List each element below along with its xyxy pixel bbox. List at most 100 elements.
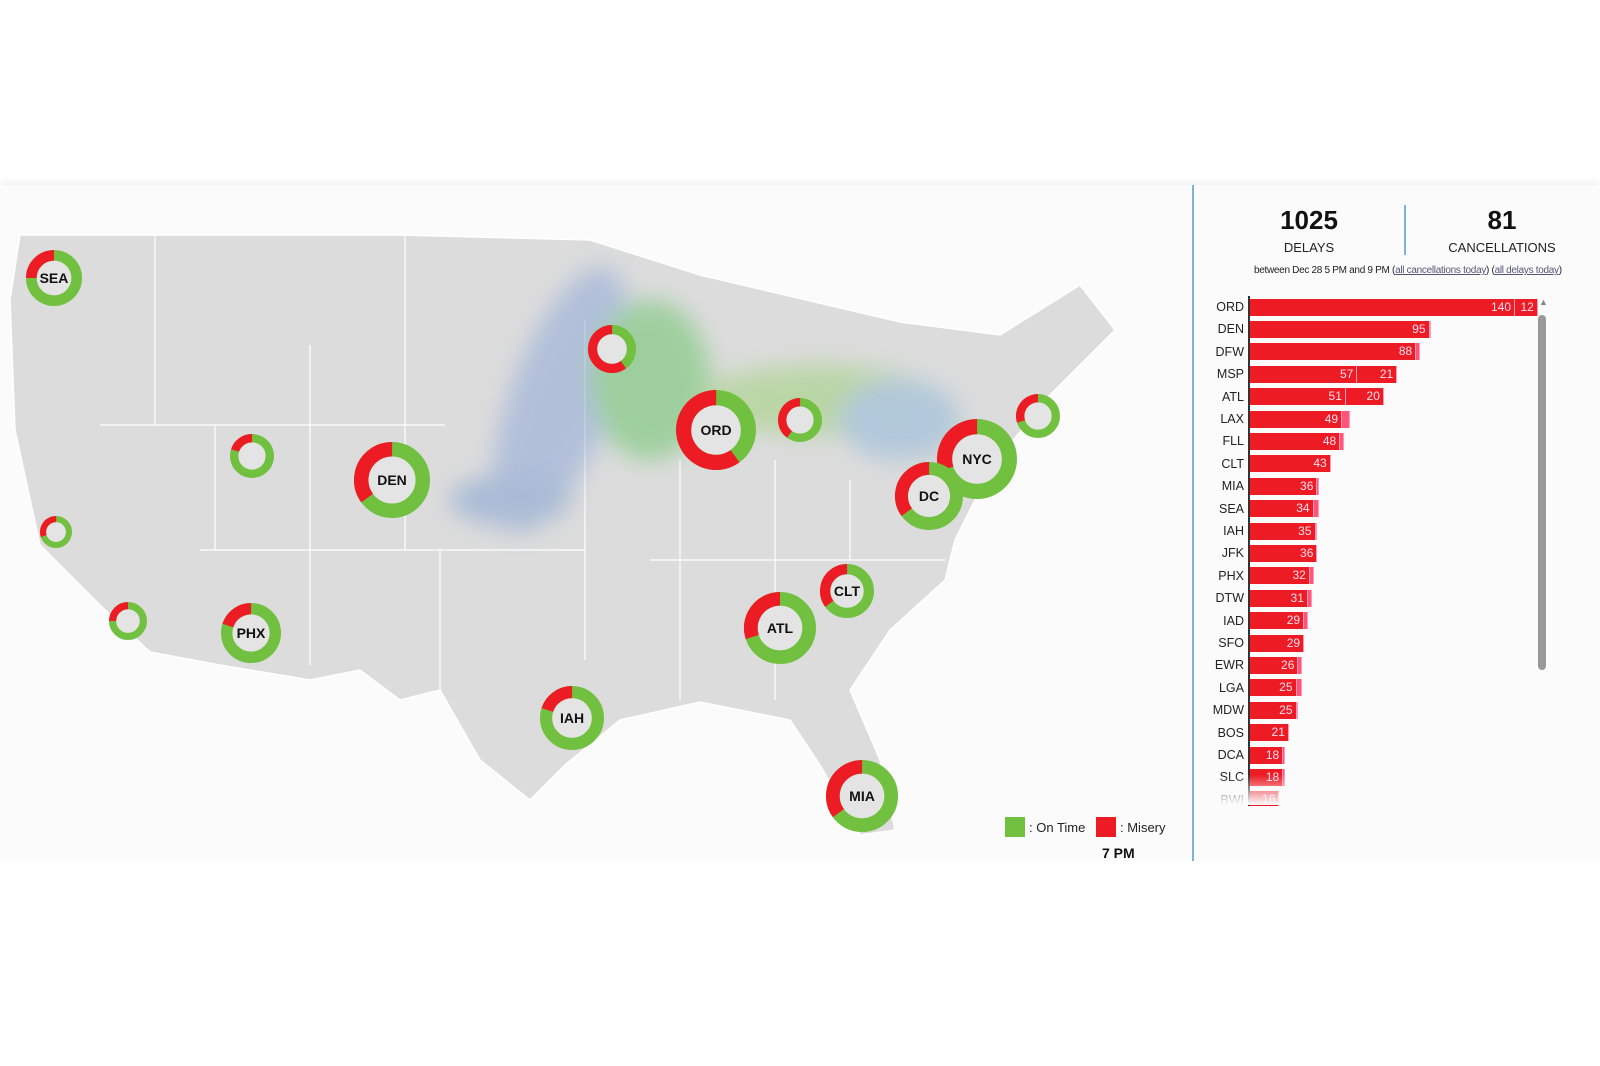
- all-cancellations-link[interactable]: all cancellations today: [1395, 265, 1487, 276]
- bar-row-iad[interactable]: IAD 29: [1194, 610, 1308, 632]
- fade: [1194, 775, 1554, 805]
- range-text: between Dec 28 5 PM and 9 PM (all cancel…: [1254, 265, 1562, 276]
- bar-row-dfw[interactable]: DFW 88: [1194, 341, 1420, 363]
- donut-center: [368, 456, 416, 504]
- airport-code: MSP: [1216, 367, 1244, 382]
- airport-label: DEN: [377, 472, 407, 488]
- airport-code: DCA: [1217, 748, 1244, 762]
- airport-code: DEN: [1217, 322, 1244, 337]
- donut-center: [786, 406, 814, 434]
- airport-donut[interactable]: [108, 601, 148, 641]
- bar-row-mia[interactable]: MIA 36: [1194, 475, 1320, 497]
- cancellations-bar: [1307, 589, 1312, 607]
- delays-bar: 31: [1249, 589, 1308, 607]
- airport-donut-sea[interactable]: SEA: [25, 249, 83, 307]
- airport-label: SEA: [40, 270, 69, 286]
- all-delays-link[interactable]: all delays today: [1494, 265, 1559, 276]
- bar-row-ord[interactable]: ORD 140 12: [1194, 296, 1538, 318]
- airport-donut-atl[interactable]: ATL: [743, 591, 817, 665]
- airport-donut-clt[interactable]: CLT: [816, 560, 877, 621]
- bar-row-mdw[interactable]: MDW 25: [1194, 699, 1299, 721]
- delays-bar: 95: [1249, 320, 1430, 338]
- bar-row-phx[interactable]: PHX 32: [1194, 565, 1314, 587]
- delays-bar: 35: [1249, 522, 1316, 540]
- cancellations-bar: [1429, 320, 1432, 338]
- delays-bar: 29: [1249, 634, 1305, 652]
- bar-row-clt[interactable]: CLT 43: [1194, 453, 1331, 475]
- airport-label: MIA: [849, 788, 875, 804]
- legend-misery: : Misery: [1096, 817, 1166, 837]
- bar-row-iah[interactable]: IAH 35: [1194, 520, 1318, 542]
- airport-label: NYC: [962, 451, 992, 467]
- donut-center: [952, 434, 1002, 484]
- misery-arc: [539, 685, 604, 750]
- airport-code: ORD: [1216, 300, 1244, 314]
- scroll-up-arrow[interactable]: ▲: [1539, 297, 1548, 307]
- delays-bar: 43: [1249, 455, 1331, 473]
- delays-bar: 36: [1249, 544, 1318, 562]
- divider: [1404, 205, 1406, 255]
- bar-row-ewr[interactable]: EWR 26: [1194, 654, 1303, 676]
- airport-donut-dc[interactable]: DC: [891, 458, 968, 535]
- airport-donut-ord[interactable]: ORD: [671, 385, 762, 476]
- airport-donut[interactable]: [775, 395, 825, 445]
- cancellations-bar: [1296, 679, 1303, 697]
- delays-bar: 18: [1249, 746, 1284, 764]
- airport-donut[interactable]: [585, 322, 639, 376]
- bar-row-atl[interactable]: ATL 51 20: [1194, 386, 1384, 408]
- delays-stat: 1025 DELAYS: [1209, 205, 1409, 255]
- bar-row-lga[interactable]: LGA 25: [1194, 677, 1303, 699]
- delays-bar: 29: [1249, 612, 1305, 630]
- airport-code: LAX: [1220, 412, 1244, 426]
- misery-arc: [230, 434, 275, 479]
- delays-bar: 51: [1249, 388, 1346, 406]
- airport-donut[interactable]: [229, 433, 275, 479]
- airport-code: DTW: [1215, 591, 1244, 606]
- bar-row-den[interactable]: DEN 95: [1194, 318, 1432, 340]
- bar-row-sfo[interactable]: SFO 29: [1194, 632, 1305, 654]
- airport-donut-iah[interactable]: IAH: [539, 685, 605, 751]
- airport-bar-chart[interactable]: ORD 140 12 DEN 95 DFW 88 MSP 57 21 ATL 51 20 LAX 49 FLL…: [1194, 296, 1544, 806]
- bar-row-dca[interactable]: DCA 18: [1194, 744, 1286, 766]
- bar-row-bos[interactable]: BOS 21: [1194, 722, 1289, 744]
- airport-code: MDW: [1212, 703, 1244, 718]
- cancellations-bar: [1296, 701, 1299, 719]
- airport-code: LGA: [1218, 680, 1244, 695]
- misery-arc: [743, 591, 816, 664]
- time-label: 7 PM: [1102, 845, 1135, 861]
- bar-row-jfk[interactable]: JFK 36: [1194, 542, 1318, 564]
- bar-row-lax[interactable]: LAX 49: [1194, 408, 1350, 430]
- donut-center: [36, 260, 72, 296]
- cancellations-bar: [1416, 343, 1420, 361]
- donut-center: [116, 609, 140, 633]
- airport-label: PHX: [237, 625, 266, 641]
- misery-arc: [825, 759, 898, 832]
- airport-label: CLT: [834, 583, 861, 599]
- airport-code: SFO: [1218, 636, 1244, 650]
- misery-swatch: [1096, 817, 1116, 837]
- cancellations-bar: 21: [1357, 365, 1398, 383]
- airport-donut[interactable]: [40, 515, 73, 549]
- airport-donut-phx[interactable]: PHX: [220, 602, 282, 664]
- delays-bar: 57: [1249, 365, 1358, 383]
- bar-row-msp[interactable]: MSP 57 21: [1194, 363, 1398, 385]
- state-borders: [100, 235, 945, 700]
- misery-arc: [108, 602, 147, 641]
- airport-donut-den[interactable]: DEN: [349, 437, 435, 523]
- airport-code: SEA: [1218, 501, 1244, 516]
- bar-row-sea[interactable]: SEA 34: [1194, 498, 1320, 520]
- bar-row-dtw[interactable]: DTW 31: [1194, 587, 1312, 609]
- misery-arc: [40, 516, 73, 549]
- sep: ): [1558, 265, 1562, 276]
- donut-center: [907, 474, 951, 518]
- map[interactable]: SEA ORD DEN NYC DC CLT ATL PHX IAH MIA : On Time …: [0, 185, 1194, 861]
- airport-code: FLL: [1222, 434, 1244, 449]
- scrollbar[interactable]: [1538, 315, 1546, 670]
- airport-label: DC: [919, 488, 939, 504]
- airport-donut-mia[interactable]: MIA: [821, 755, 902, 836]
- bar-row-fll[interactable]: FLL 48: [1194, 430, 1344, 452]
- cancellations-bar: 20: [1345, 388, 1384, 406]
- delays-bar: 48: [1249, 432, 1341, 450]
- airport-donut[interactable]: [1015, 393, 1061, 439]
- cancellations-bar: [1283, 746, 1286, 764]
